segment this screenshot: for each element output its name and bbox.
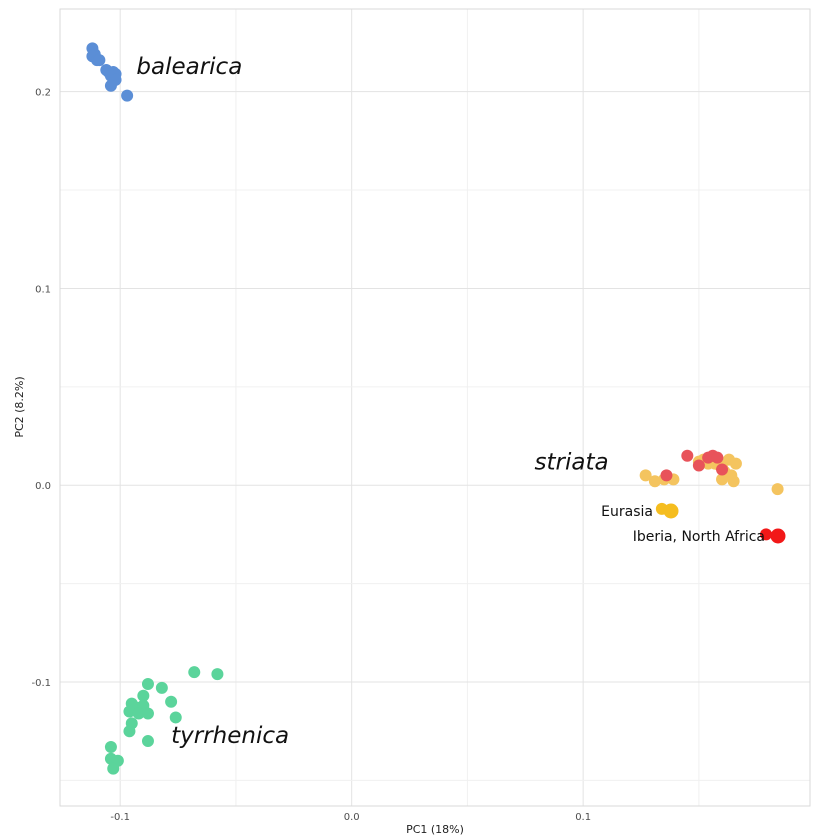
data-point: [681, 449, 694, 462]
data-point: [727, 475, 740, 488]
group-label: tyrrhenica: [171, 723, 289, 749]
data-point: [155, 681, 168, 694]
data-point: [716, 473, 729, 486]
group-label: balearica: [136, 54, 242, 80]
data-point: [107, 762, 120, 775]
data-point: [729, 457, 742, 470]
x-tick-label: 0.1: [575, 812, 591, 823]
panel-border: [59, 8, 811, 807]
data-point: [132, 707, 145, 720]
data-point: [104, 740, 117, 753]
data-point: [692, 459, 705, 472]
y-axis-title: PC2 (8.2%): [13, 376, 26, 437]
axis-ticks: -0.1 0.0 0.1 -0.1 0.0 0.1 0.2: [31, 88, 591, 823]
data-points: [86, 42, 784, 775]
y-tick-label: 0.2: [35, 88, 51, 99]
data-point: [141, 735, 154, 748]
data-point: [93, 54, 106, 67]
data-point: [141, 707, 154, 720]
x-tick-label: 0.0: [344, 812, 360, 823]
data-point: [716, 463, 729, 476]
data-point: [104, 79, 117, 92]
data-point: [123, 705, 136, 718]
data-point: [188, 666, 201, 679]
y-tick-label: 0.1: [35, 284, 51, 295]
data-point: [211, 668, 224, 681]
grid: [60, 9, 810, 806]
group-label: striata: [535, 449, 609, 475]
data-point: [760, 528, 773, 541]
data-point: [137, 689, 150, 702]
data-point: [639, 469, 652, 482]
data-point: [123, 725, 136, 738]
data-point: [711, 451, 724, 464]
data-point: [121, 89, 134, 102]
group-labels: balearica striata tyrrhenica: [136, 54, 608, 749]
y-tick-label: -0.1: [31, 678, 51, 689]
data-point: [165, 695, 178, 708]
data-point: [771, 483, 784, 496]
x-tick-label: -0.1: [110, 812, 130, 823]
data-point: [648, 475, 661, 488]
y-tick-label: 0.0: [35, 481, 51, 492]
data-point: [169, 711, 182, 724]
legend-marker: [663, 503, 679, 519]
legend-label: Iberia, North Africa: [633, 529, 765, 545]
legend-marker: [770, 528, 786, 544]
legend-label: Eurasia: [601, 504, 653, 520]
legend: Eurasia Iberia, North Africa: [601, 503, 786, 545]
x-axis-title: PC1 (18%): [406, 823, 464, 836]
panel-background: [60, 9, 810, 806]
data-point: [141, 677, 154, 690]
data-point: [660, 469, 673, 482]
